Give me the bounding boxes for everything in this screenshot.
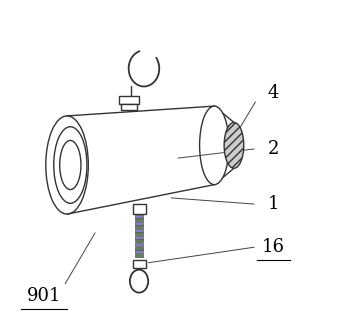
Text: 2: 2 [268,140,279,158]
Ellipse shape [224,122,244,168]
Bar [132,204,146,214]
Bar [135,254,143,257]
Bar [135,214,143,217]
Bar [121,105,137,110]
Bar [135,236,143,239]
Bar [135,218,143,221]
Ellipse shape [200,106,229,184]
Text: 16: 16 [262,238,285,256]
Text: 4: 4 [268,84,279,102]
Bar [135,240,143,243]
Bar [135,229,143,232]
Bar [119,96,139,105]
Bar [135,247,143,249]
Bar [135,243,143,246]
Text: 1: 1 [268,195,279,213]
Bar [135,250,143,253]
Bar [135,222,143,225]
Bar [135,225,143,228]
Bar [135,232,143,235]
Bar [132,260,146,268]
Text: 901: 901 [27,287,61,305]
